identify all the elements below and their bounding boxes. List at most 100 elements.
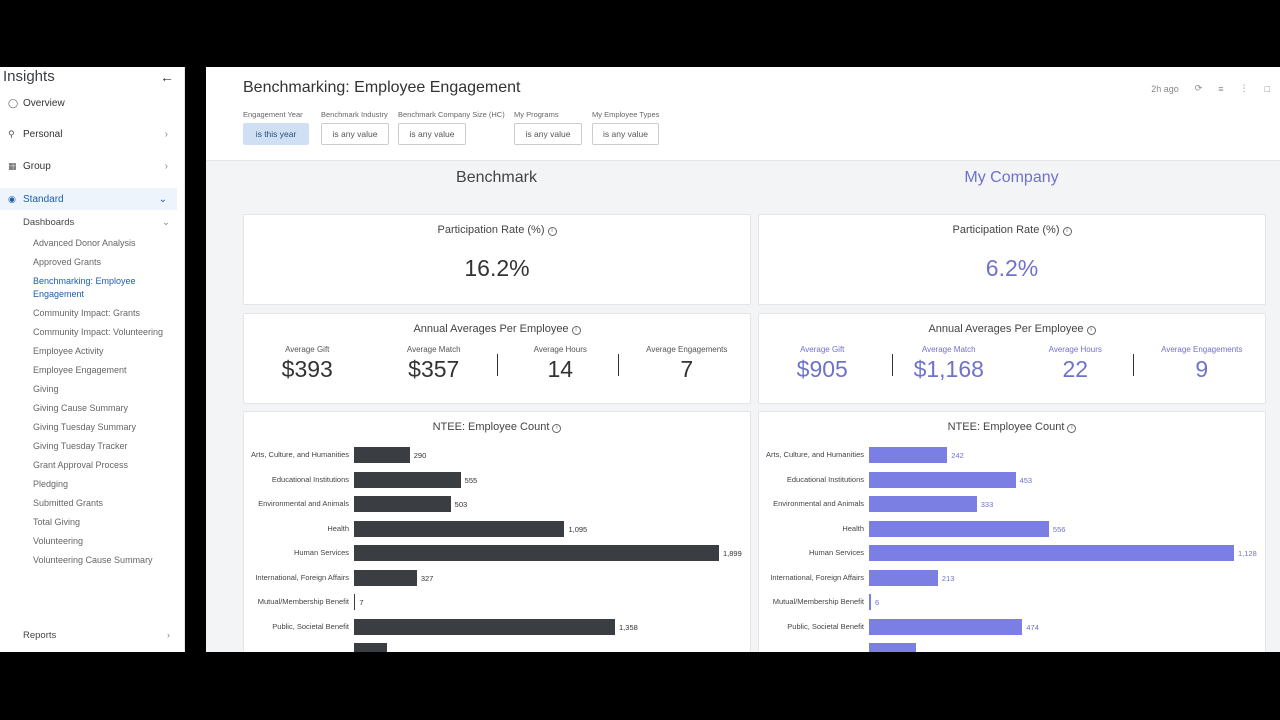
dashboard-link[interactable]: Submitted Grants bbox=[33, 498, 104, 508]
bar-value-label: 327 bbox=[420, 573, 434, 583]
filter-engagement-year: Engagement Year is this year bbox=[243, 110, 309, 145]
person-icon: ⚲ bbox=[8, 129, 15, 139]
globe-icon: ◉ bbox=[8, 193, 16, 204]
bar[interactable] bbox=[354, 471, 461, 488]
bar[interactable] bbox=[869, 618, 1023, 635]
dashboard-link[interactable]: Giving Tuesday Summary bbox=[33, 422, 137, 432]
dashboard-link[interactable]: Total Giving bbox=[33, 517, 81, 527]
dashboard-link[interactable]: Benchmarking: Employee Engagement bbox=[33, 276, 136, 299]
benchmark-participation-value: 16.2% bbox=[464, 255, 530, 281]
averages-title: Annual Averages Per Employee bbox=[928, 323, 1084, 335]
filter-company-size-button[interactable]: is any value bbox=[398, 123, 466, 145]
dashboard-link[interactable]: Giving Tuesday Tracker bbox=[33, 441, 128, 451]
page-title: Benchmarking: Employee Engagement bbox=[243, 79, 521, 96]
bar-value-label: 556 bbox=[1052, 524, 1066, 534]
info-icon[interactable]: i bbox=[571, 326, 581, 335]
dashboards-toggle[interactable]: Dashboards ⌄ bbox=[23, 217, 170, 228]
more-icon[interactable]: ⋮ bbox=[1239, 83, 1249, 93]
refresh-icon[interactable]: ⟳ bbox=[1194, 83, 1203, 93]
info-icon[interactable]: i bbox=[1062, 227, 1072, 236]
ntee-title: NTEE: Employee Count bbox=[432, 421, 550, 433]
dashboard-link[interactable]: Employee Engagement bbox=[33, 365, 127, 375]
bar[interactable] bbox=[869, 520, 1049, 537]
dashboard-link[interactable]: Approved Grants bbox=[33, 257, 102, 267]
reports-toggle[interactable]: Reports › bbox=[23, 630, 170, 641]
dashboard-link[interactable]: Advanced Donor Analysis bbox=[33, 238, 136, 248]
avg-engagements: Average Engagements 9 bbox=[1161, 345, 1243, 382]
avg-hours: Average Hours 14 bbox=[533, 345, 587, 382]
bar-category-label: Health bbox=[842, 523, 864, 533]
bar-category-label: Arts, Culture, and Humanities bbox=[251, 450, 349, 459]
filter-benchmark-industry-button[interactable]: is any value bbox=[321, 123, 389, 145]
bar-category-label: Public, Societal Benefit bbox=[787, 621, 864, 631]
bottom-black-bar bbox=[0, 652, 1280, 720]
reports-label: Reports bbox=[23, 630, 57, 641]
nav-item-personal[interactable]: ⚲ Personal › bbox=[8, 129, 168, 140]
chevron-right-icon: › bbox=[166, 630, 170, 641]
dashboard-link[interactable]: Volunteering Cause Summary bbox=[33, 555, 153, 565]
filter-employee-types: My Employee Types is any value bbox=[592, 110, 659, 145]
bar-row: Arts, Culture, and Humanities 290 bbox=[244, 446, 750, 464]
bar[interactable] bbox=[354, 618, 616, 635]
dashboard-link[interactable]: Community Impact: Grants bbox=[33, 308, 141, 318]
bar[interactable] bbox=[354, 520, 565, 537]
bar-row: Environmental and Animals 503 bbox=[244, 495, 750, 513]
nav-item-standard[interactable]: ◉ Standard ⌄ bbox=[0, 188, 177, 210]
bar[interactable] bbox=[354, 496, 451, 512]
divider bbox=[1133, 354, 1134, 376]
bar-category-label: Arts, Culture, and Humanities bbox=[766, 450, 864, 459]
bar-value-label: 213 bbox=[941, 573, 955, 583]
bar[interactable] bbox=[869, 594, 871, 610]
bar[interactable] bbox=[354, 594, 356, 610]
bar[interactable] bbox=[354, 447, 410, 463]
my-company-averages-row: Average Gift $905 Average Match $1,168 Ave… bbox=[759, 345, 1265, 383]
folder-icon[interactable]: □ bbox=[1264, 83, 1270, 94]
bar[interactable] bbox=[354, 643, 387, 652]
info-icon[interactable]: i bbox=[1067, 424, 1077, 433]
info-icon[interactable]: i bbox=[547, 227, 557, 236]
bar-value-label: 1,095 bbox=[568, 524, 588, 534]
bar-category-label: Public, Societal Benefit bbox=[272, 621, 349, 631]
bar-category-label: International, Foreign Affairs bbox=[255, 572, 349, 582]
bar-category-label: Environmental and Animals bbox=[773, 499, 864, 508]
dashboard-link[interactable]: Grant Approval Process bbox=[33, 460, 129, 470]
bar[interactable] bbox=[869, 471, 1016, 488]
filter-icon[interactable]: ≡ bbox=[1218, 83, 1224, 94]
filter-my-programs-button[interactable]: is any value bbox=[514, 123, 582, 145]
bar[interactable] bbox=[869, 643, 916, 652]
bar-row: Human Services 1,899 bbox=[244, 544, 750, 562]
bar[interactable] bbox=[869, 545, 1234, 561]
bar[interactable] bbox=[869, 447, 948, 463]
dashboard-link[interactable]: Employee Activity bbox=[33, 346, 104, 356]
filter-engagement-year-button[interactable]: is this year bbox=[243, 123, 309, 145]
dashboard-link[interactable]: Pledging bbox=[33, 479, 69, 489]
info-icon[interactable]: i bbox=[552, 424, 562, 433]
main-content: Benchmarking: Employee Engagement 2h ago… bbox=[206, 67, 1280, 652]
bar-category-label: Health bbox=[327, 523, 349, 533]
bar-value-label: 503 bbox=[454, 500, 468, 509]
dashboard-link[interactable]: Giving bbox=[33, 384, 59, 394]
nav-item-group[interactable]: ▦ Group › bbox=[8, 161, 168, 172]
bar-value-label: 1,899 bbox=[723, 549, 742, 558]
bar-row: Health 556 bbox=[759, 520, 1265, 538]
bar-row: Mutual/Membership Benefit 6 bbox=[759, 593, 1265, 611]
bar[interactable] bbox=[354, 569, 417, 586]
arrow-left-icon[interactable]: ← bbox=[160, 69, 174, 85]
benchmark-averages-row: Average Gift $393 Average Match $357 Avera… bbox=[244, 345, 750, 383]
bar-value-label: 242 bbox=[951, 451, 964, 460]
info-icon[interactable]: i bbox=[1086, 326, 1096, 335]
bar[interactable] bbox=[869, 496, 977, 512]
chevron-right-icon: › bbox=[164, 129, 168, 140]
filter-employee-types-button[interactable]: is any value bbox=[592, 123, 659, 145]
dashboard-link[interactable]: Community Impact: Volunteering bbox=[33, 327, 164, 337]
bar-value-label: 290 bbox=[413, 451, 427, 460]
dashboard-header: Benchmarking: Employee Engagement 2h ago… bbox=[206, 67, 1280, 161]
nav-item-overview[interactable]: ◯ Overview bbox=[8, 98, 65, 109]
dashboard-link[interactable]: Volunteering bbox=[33, 536, 84, 546]
bar-category-label: Mutual/Membership Benefit bbox=[257, 597, 349, 606]
dashboard-link[interactable]: Giving Cause Summary bbox=[33, 403, 129, 413]
bulb-icon: ◯ bbox=[8, 98, 19, 108]
bar[interactable] bbox=[869, 569, 938, 586]
bar[interactable] bbox=[354, 545, 719, 561]
benchmark-averages-card: Annual Averages Per Employee i Average Gi… bbox=[243, 313, 751, 404]
